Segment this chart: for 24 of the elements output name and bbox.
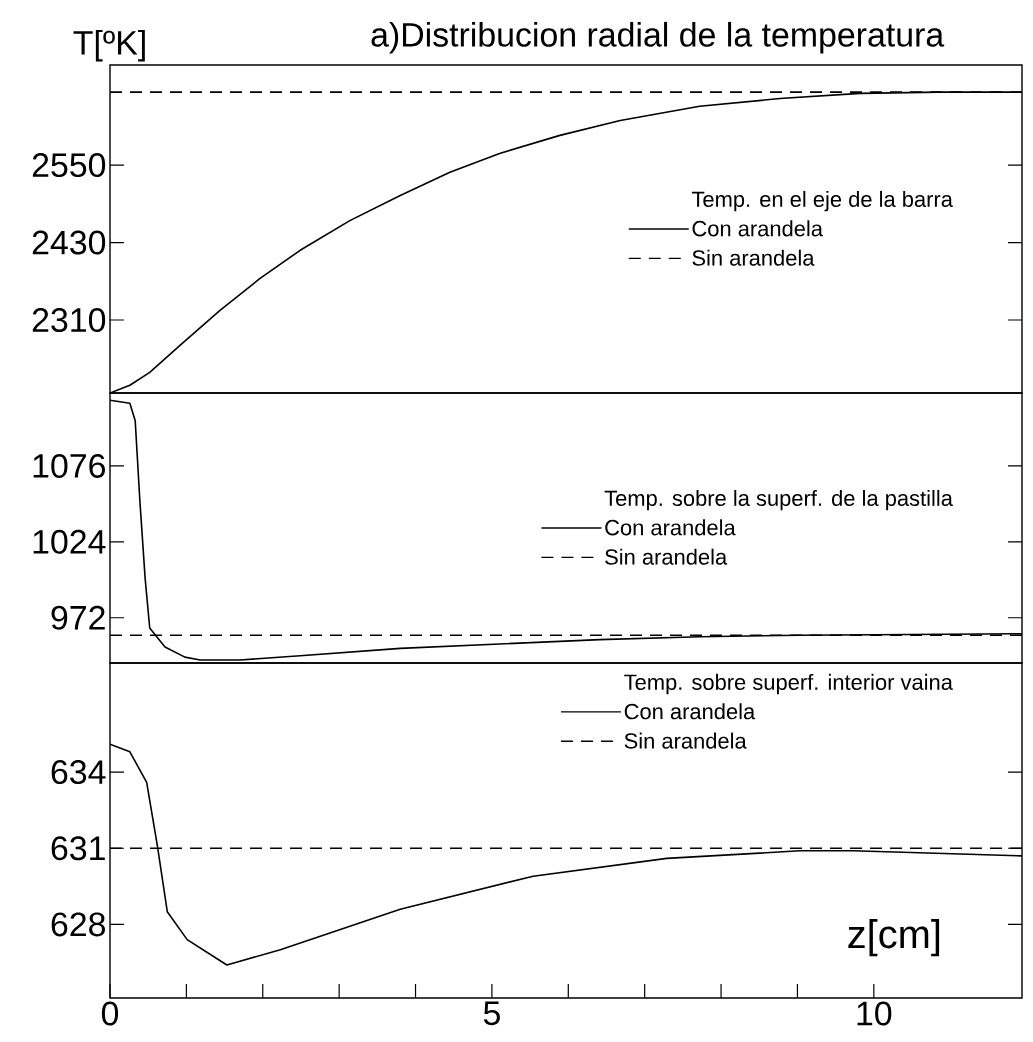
legend-label: Sin arandela <box>605 548 728 565</box>
y-tick-label: 2430 <box>32 230 106 255</box>
y-tick-label: 2550 <box>32 153 106 178</box>
legend-title: Temp. en el eje de la barra <box>691 190 953 212</box>
y-tick-label: 972 <box>51 605 105 630</box>
x-tick-label: 0 <box>101 1001 119 1026</box>
legend-label: Sin arandela <box>692 249 815 266</box>
y-tick-label: 1024 <box>33 529 106 554</box>
legend-label: Con arandela <box>605 519 736 536</box>
y-tick-label: 634 <box>51 760 106 785</box>
x-tick-label: 10 <box>857 1001 892 1026</box>
chart-title: a)Distribucion radial de la temperatura <box>371 21 945 54</box>
legend-label: Con arandela <box>692 220 823 237</box>
y-axis-title: T[ºK] <box>73 29 145 62</box>
y-tick-label: 631 <box>51 836 105 861</box>
legend-label: Sin arandela <box>624 732 747 749</box>
y-tick-label: 628 <box>51 912 106 937</box>
y-tick-label: 1076 <box>33 453 105 478</box>
x-axis-title: z[cm] <box>848 919 940 957</box>
legend-title: Temp. sobre la superf. de la pastilla <box>604 489 953 511</box>
y-tick-label: 2310 <box>32 308 106 333</box>
legend-title: Temp. sobre superf. interior vaina <box>624 673 953 695</box>
x-tick-label: 5 <box>483 1001 500 1026</box>
legend-label: Con arandela <box>624 703 756 720</box>
